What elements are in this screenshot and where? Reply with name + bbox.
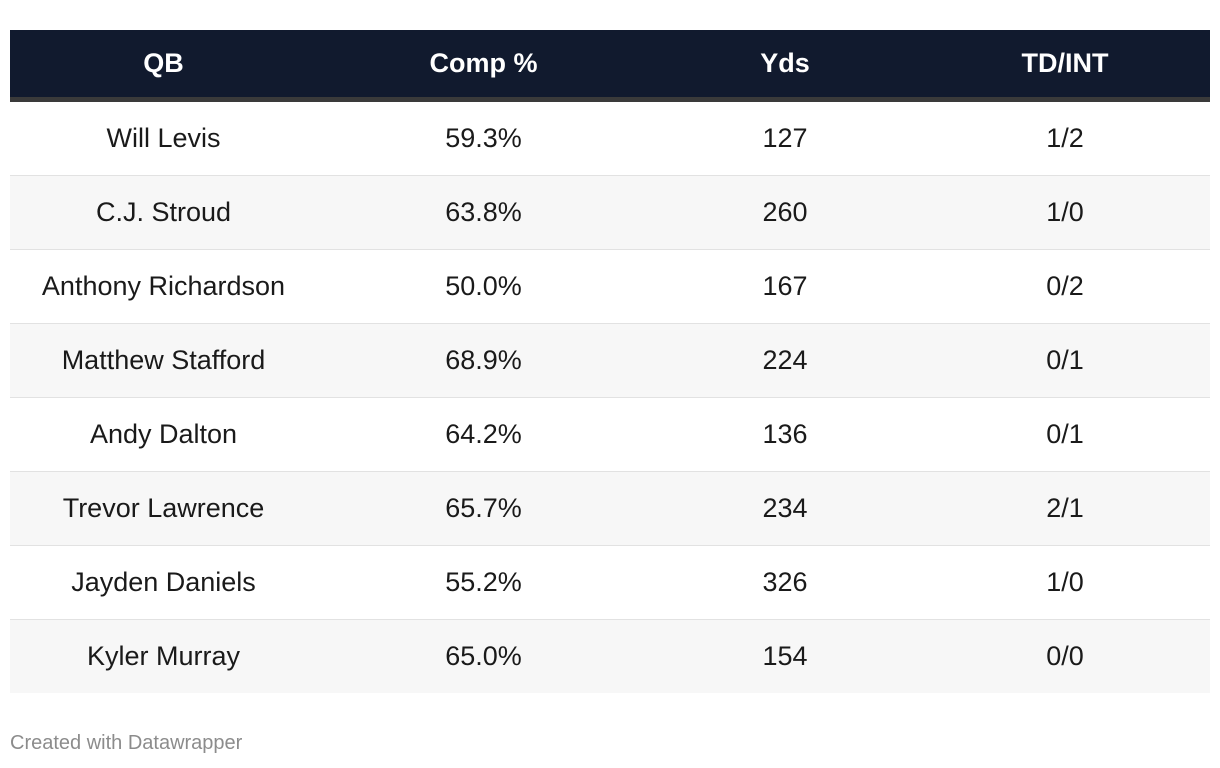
cell-comp-pct: 64.2% bbox=[317, 397, 650, 472]
datawrapper-credit: Created with Datawrapper bbox=[10, 732, 243, 754]
cell-qb: Trevor Lawrence bbox=[10, 471, 317, 546]
table-row: Kyler Murray 65.0% 154 0/0 bbox=[10, 619, 1210, 693]
cell-yds: 260 bbox=[650, 175, 920, 250]
cell-qb: Kyler Murray bbox=[10, 619, 317, 693]
cell-yds: 136 bbox=[650, 397, 920, 472]
column-header-comp-pct[interactable]: Comp % bbox=[317, 30, 650, 102]
cell-qb: Anthony Richardson bbox=[10, 249, 317, 324]
cell-yds: 167 bbox=[650, 249, 920, 324]
cell-qb: Will Levis bbox=[10, 99, 317, 176]
table-header: QB Comp % Yds TD/INT bbox=[10, 30, 1210, 102]
header-row: QB Comp % Yds TD/INT bbox=[10, 30, 1210, 102]
cell-yds: 154 bbox=[650, 619, 920, 693]
table-row: Andy Dalton 64.2% 136 0/1 bbox=[10, 397, 1210, 472]
cell-qb: Andy Dalton bbox=[10, 397, 317, 472]
cell-qb: Matthew Stafford bbox=[10, 323, 317, 398]
column-header-qb[interactable]: QB bbox=[10, 30, 317, 102]
cell-comp-pct: 68.9% bbox=[317, 323, 650, 398]
cell-yds: 224 bbox=[650, 323, 920, 398]
table-row: Trevor Lawrence 65.7% 234 2/1 bbox=[10, 471, 1210, 546]
cell-td-int: 1/0 bbox=[920, 175, 1210, 250]
cell-td-int: 0/1 bbox=[920, 323, 1210, 398]
table-row: C.J. Stroud 63.8% 260 1/0 bbox=[10, 175, 1210, 250]
cell-yds: 326 bbox=[650, 545, 920, 620]
table-row: Jayden Daniels 55.2% 326 1/0 bbox=[10, 545, 1210, 620]
qb-stats-table: QB Comp % Yds TD/INT Will Levis 59.3% 12… bbox=[10, 30, 1210, 693]
cell-td-int: 0/2 bbox=[920, 249, 1210, 324]
table-row: Matthew Stafford 68.9% 224 0/1 bbox=[10, 323, 1210, 398]
cell-yds: 127 bbox=[650, 99, 920, 176]
cell-comp-pct: 65.0% bbox=[317, 619, 650, 693]
table-row: Anthony Richardson 50.0% 167 0/2 bbox=[10, 249, 1210, 324]
cell-qb: Jayden Daniels bbox=[10, 545, 317, 620]
column-header-yds[interactable]: Yds bbox=[650, 30, 920, 102]
cell-td-int: 2/1 bbox=[920, 471, 1210, 546]
cell-td-int: 0/0 bbox=[920, 619, 1210, 693]
cell-td-int: 1/0 bbox=[920, 545, 1210, 620]
cell-comp-pct: 55.2% bbox=[317, 545, 650, 620]
column-header-td-int[interactable]: TD/INT bbox=[920, 30, 1210, 102]
cell-comp-pct: 65.7% bbox=[317, 471, 650, 546]
cell-qb: C.J. Stroud bbox=[10, 175, 317, 250]
qb-stats-table-container: QB Comp % Yds TD/INT Will Levis 59.3% 12… bbox=[10, 30, 1210, 693]
cell-td-int: 0/1 bbox=[920, 397, 1210, 472]
cell-td-int: 1/2 bbox=[920, 99, 1210, 176]
cell-comp-pct: 59.3% bbox=[317, 99, 650, 176]
cell-comp-pct: 63.8% bbox=[317, 175, 650, 250]
cell-comp-pct: 50.0% bbox=[317, 249, 650, 324]
table-row: Will Levis 59.3% 127 1/2 bbox=[10, 99, 1210, 176]
cell-yds: 234 bbox=[650, 471, 920, 546]
table-body: Will Levis 59.3% 127 1/2 C.J. Stroud 63.… bbox=[10, 99, 1210, 693]
